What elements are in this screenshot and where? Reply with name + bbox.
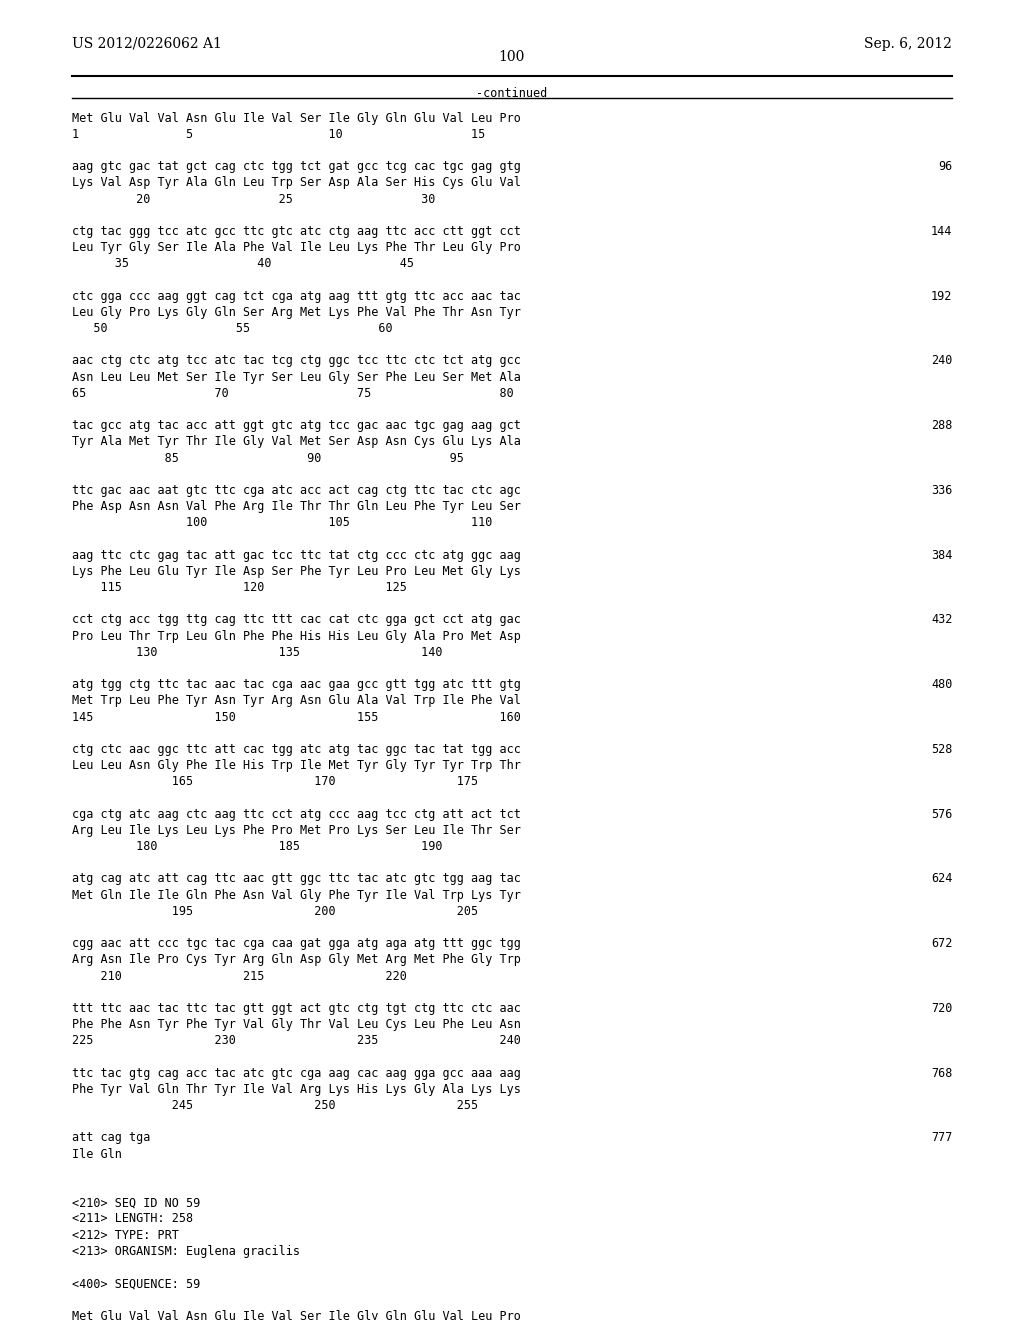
Text: aag gtc gac tat gct cag ctc tgg tct gat gcc tcg cac tgc gag gtg: aag gtc gac tat gct cag ctc tgg tct gat … [72, 160, 520, 173]
Text: <210> SEQ ID NO 59: <210> SEQ ID NO 59 [72, 1196, 200, 1209]
Text: ctc gga ccc aag ggt cag tct cga atg aag ttt gtg ttc acc aac tac: ctc gga ccc aag ggt cag tct cga atg aag … [72, 289, 520, 302]
Text: 240: 240 [931, 355, 952, 367]
Text: Met Trp Leu Phe Tyr Asn Tyr Arg Asn Glu Ala Val Trp Ile Phe Val: Met Trp Leu Phe Tyr Asn Tyr Arg Asn Glu … [72, 694, 520, 708]
Text: 165                 170                 175: 165 170 175 [72, 775, 478, 788]
Text: 384: 384 [931, 549, 952, 562]
Text: Met Gln Ile Ile Gln Phe Asn Val Gly Phe Tyr Ile Val Trp Lys Tyr: Met Gln Ile Ile Gln Phe Asn Val Gly Phe … [72, 888, 520, 902]
Text: aag ttc ctc gag tac att gac tcc ttc tat ctg ccc ctc atg ggc aag: aag ttc ctc gag tac att gac tcc ttc tat … [72, 549, 520, 562]
Text: Pro Leu Thr Trp Leu Gln Phe Phe His His Leu Gly Ala Pro Met Asp: Pro Leu Thr Trp Leu Gln Phe Phe His His … [72, 630, 520, 643]
Text: 195                 200                 205: 195 200 205 [72, 906, 478, 917]
Text: 720: 720 [931, 1002, 952, 1015]
Text: 768: 768 [931, 1067, 952, 1080]
Text: 480: 480 [931, 678, 952, 692]
Text: Ile Gln: Ile Gln [72, 1147, 122, 1160]
Text: 192: 192 [931, 289, 952, 302]
Text: 180                 185                 190: 180 185 190 [72, 840, 442, 853]
Text: 20                  25                  30: 20 25 30 [72, 193, 435, 206]
Text: cct ctg acc tgg ttg cag ttc ttt cac cat ctc gga gct cct atg gac: cct ctg acc tgg ttg cag ttc ttt cac cat … [72, 614, 520, 627]
Text: Met Glu Val Val Asn Glu Ile Val Ser Ile Gly Gln Glu Val Leu Pro: Met Glu Val Val Asn Glu Ile Val Ser Ile … [72, 1309, 520, 1320]
Text: 210                 215                 220: 210 215 220 [72, 970, 407, 982]
Text: 528: 528 [931, 743, 952, 756]
Text: 288: 288 [931, 420, 952, 432]
Text: att cag tga: att cag tga [72, 1131, 151, 1144]
Text: Leu Leu Asn Gly Phe Ile His Trp Ile Met Tyr Gly Tyr Tyr Trp Thr: Leu Leu Asn Gly Phe Ile His Trp Ile Met … [72, 759, 520, 772]
Text: atg tgg ctg ttc tac aac tac cga aac gaa gcc gtt tgg atc ttt gtg: atg tgg ctg ttc tac aac tac cga aac gaa … [72, 678, 520, 692]
Text: 100                 105                 110: 100 105 110 [72, 516, 493, 529]
Text: US 2012/0226062 A1: US 2012/0226062 A1 [72, 37, 221, 51]
Text: <212> TYPE: PRT: <212> TYPE: PRT [72, 1229, 178, 1242]
Text: -continued: -continued [476, 87, 548, 100]
Text: 100: 100 [499, 50, 525, 65]
Text: <213> ORGANISM: Euglena gracilis: <213> ORGANISM: Euglena gracilis [72, 1245, 300, 1258]
Text: cga ctg atc aag ctc aag ttc cct atg ccc aag tcc ctg att act tct: cga ctg atc aag ctc aag ttc cct atg ccc … [72, 808, 520, 821]
Text: Leu Gly Pro Lys Gly Gln Ser Arg Met Lys Phe Val Phe Thr Asn Tyr: Leu Gly Pro Lys Gly Gln Ser Arg Met Lys … [72, 306, 520, 319]
Text: 85                  90                  95: 85 90 95 [72, 451, 464, 465]
Text: 777: 777 [931, 1131, 952, 1144]
Text: Arg Leu Ile Lys Leu Lys Phe Pro Met Pro Lys Ser Leu Ile Thr Ser: Arg Leu Ile Lys Leu Lys Phe Pro Met Pro … [72, 824, 520, 837]
Text: Phe Asp Asn Asn Val Phe Arg Ile Thr Thr Gln Leu Phe Tyr Leu Ser: Phe Asp Asn Asn Val Phe Arg Ile Thr Thr … [72, 500, 520, 513]
Text: Lys Phe Leu Glu Tyr Ile Asp Ser Phe Tyr Leu Pro Leu Met Gly Lys: Lys Phe Leu Glu Tyr Ile Asp Ser Phe Tyr … [72, 565, 520, 578]
Text: cgg aac att ccc tgc tac cga caa gat gga atg aga atg ttt ggc tgg: cgg aac att ccc tgc tac cga caa gat gga … [72, 937, 520, 950]
Text: 624: 624 [931, 873, 952, 886]
Text: Met Glu Val Val Asn Glu Ile Val Ser Ile Gly Gln Glu Val Leu Pro: Met Glu Val Val Asn Glu Ile Val Ser Ile … [72, 112, 520, 124]
Text: 145                 150                 155                 160: 145 150 155 160 [72, 710, 520, 723]
Text: ctg ctc aac ggc ttc att cac tgg atc atg tac ggc tac tat tgg acc: ctg ctc aac ggc ttc att cac tgg atc atg … [72, 743, 520, 756]
Text: ttt ttc aac tac ttc tac gtt ggt act gtc ctg tgt ctg ttc ctc aac: ttt ttc aac tac ttc tac gtt ggt act gtc … [72, 1002, 520, 1015]
Text: aac ctg ctc atg tcc atc tac tcg ctg ggc tcc ttc ctc tct atg gcc: aac ctg ctc atg tcc atc tac tcg ctg ggc … [72, 355, 520, 367]
Text: Arg Asn Ile Pro Cys Tyr Arg Gln Asp Gly Met Arg Met Phe Gly Trp: Arg Asn Ile Pro Cys Tyr Arg Gln Asp Gly … [72, 953, 520, 966]
Text: Lys Val Asp Tyr Ala Gln Leu Trp Ser Asp Ala Ser His Cys Glu Val: Lys Val Asp Tyr Ala Gln Leu Trp Ser Asp … [72, 177, 520, 189]
Text: ttc tac gtg cag acc tac atc gtc cga aag cac aag gga gcc aaa aag: ttc tac gtg cag acc tac atc gtc cga aag … [72, 1067, 520, 1080]
Text: 35                  40                  45: 35 40 45 [72, 257, 414, 271]
Text: 96: 96 [938, 160, 952, 173]
Text: 225                 230                 235                 240: 225 230 235 240 [72, 1035, 520, 1047]
Text: 65                  70                  75                  80: 65 70 75 80 [72, 387, 513, 400]
Text: 672: 672 [931, 937, 952, 950]
Text: atg cag atc att cag ttc aac gtt ggc ttc tac atc gtc tgg aag tac: atg cag atc att cag ttc aac gtt ggc ttc … [72, 873, 520, 886]
Text: 576: 576 [931, 808, 952, 821]
Text: <400> SEQUENCE: 59: <400> SEQUENCE: 59 [72, 1278, 200, 1290]
Text: ctg tac ggg tcc atc gcc ttc gtc atc ctg aag ttc acc ctt ggt cct: ctg tac ggg tcc atc gcc ttc gtc atc ctg … [72, 224, 520, 238]
Text: tac gcc atg tac acc att ggt gtc atg tcc gac aac tgc gag aag gct: tac gcc atg tac acc att ggt gtc atg tcc … [72, 420, 520, 432]
Text: Leu Tyr Gly Ser Ile Ala Phe Val Ile Leu Lys Phe Thr Leu Gly Pro: Leu Tyr Gly Ser Ile Ala Phe Val Ile Leu … [72, 242, 520, 255]
Text: ttc gac aac aat gtc ttc cga atc acc act cag ctg ttc tac ctc agc: ttc gac aac aat gtc ttc cga atc acc act … [72, 484, 520, 496]
Text: 336: 336 [931, 484, 952, 496]
Text: 130                 135                 140: 130 135 140 [72, 645, 442, 659]
Text: 245                 250                 255: 245 250 255 [72, 1100, 478, 1113]
Text: 1               5                   10                  15: 1 5 10 15 [72, 128, 485, 141]
Text: Tyr Ala Met Tyr Thr Ile Gly Val Met Ser Asp Asn Cys Glu Lys Ala: Tyr Ala Met Tyr Thr Ile Gly Val Met Ser … [72, 436, 520, 449]
Text: 144: 144 [931, 224, 952, 238]
Text: 115                 120                 125: 115 120 125 [72, 581, 407, 594]
Text: Phe Tyr Val Gln Thr Tyr Ile Val Arg Lys His Lys Gly Ala Lys Lys: Phe Tyr Val Gln Thr Tyr Ile Val Arg Lys … [72, 1082, 520, 1096]
Text: 432: 432 [931, 614, 952, 627]
Text: 50                  55                  60: 50 55 60 [72, 322, 392, 335]
Text: <211> LENGTH: 258: <211> LENGTH: 258 [72, 1213, 193, 1225]
Text: Phe Phe Asn Tyr Phe Tyr Val Gly Thr Val Leu Cys Leu Phe Leu Asn: Phe Phe Asn Tyr Phe Tyr Val Gly Thr Val … [72, 1018, 520, 1031]
Text: Asn Leu Leu Met Ser Ile Tyr Ser Leu Gly Ser Phe Leu Ser Met Ala: Asn Leu Leu Met Ser Ile Tyr Ser Leu Gly … [72, 371, 520, 384]
Text: Sep. 6, 2012: Sep. 6, 2012 [864, 37, 952, 51]
